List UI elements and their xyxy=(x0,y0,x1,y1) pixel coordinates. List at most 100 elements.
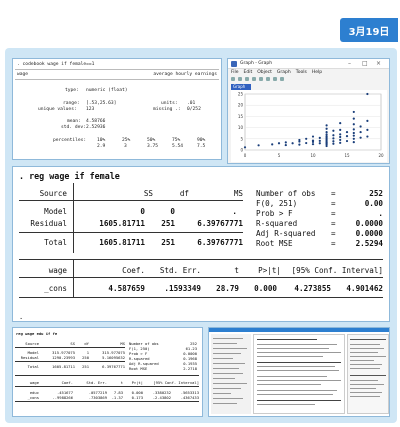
small-anova-ms: 6.39767771 xyxy=(102,364,125,369)
menu-object[interactable]: Object xyxy=(257,70,272,75)
codebook-pct-header: 25% xyxy=(122,138,131,143)
anova-row-df: 251 xyxy=(161,238,175,247)
regression-command: . reg wage if female xyxy=(19,171,120,181)
close-button[interactable]: × xyxy=(376,60,382,67)
small-anova-source: Residual xyxy=(20,355,39,360)
divider xyxy=(15,79,219,80)
y-tick-label: 15 xyxy=(238,114,244,119)
menu-help[interactable]: Help xyxy=(311,70,323,75)
codebook-type-value: numeric (float) xyxy=(86,88,128,93)
stat-eq: = xyxy=(331,219,336,228)
codebook-pct-value: 3.75 xyxy=(147,144,159,149)
anova-row-ss: 1605.81711 xyxy=(99,219,145,228)
stat-label: Number of obs xyxy=(256,189,316,198)
menu-file[interactable]: File xyxy=(231,70,239,75)
coef-row-var: _cons xyxy=(44,284,67,293)
stat-value: 0.0000 xyxy=(355,219,383,228)
codebook-sd-label: std. dev: xyxy=(61,125,86,130)
divider xyxy=(15,375,199,376)
menu-edit[interactable]: Edit xyxy=(243,70,253,75)
codebook-pct-header: 50% xyxy=(147,138,156,143)
small-anova-header: SS xyxy=(70,341,75,346)
divider xyxy=(19,259,383,260)
thumbnail-results-pane xyxy=(253,334,345,414)
y-tick-label: 20 xyxy=(238,103,244,108)
small-coef-t: -1.37 xyxy=(111,395,123,400)
edit-icon[interactable] xyxy=(259,77,263,81)
small-coef-value: .451677 xyxy=(56,390,73,395)
divider xyxy=(15,386,199,387)
divider xyxy=(15,347,125,348)
small-coef-ci-low: -2.43802 xyxy=(152,395,171,400)
stat-eq: = xyxy=(331,239,336,248)
scatter-point xyxy=(352,128,355,131)
coef-row-ci-high: 4.901462 xyxy=(346,284,383,293)
small-anova-source: Model xyxy=(27,350,39,355)
small-anova-header: df xyxy=(84,341,89,346)
codebook-sd-value: 2.52936 xyxy=(86,125,106,130)
scatter-point xyxy=(352,110,355,114)
regression-panel: . reg wage if female Source SS df MS Mod… xyxy=(12,166,390,322)
small-stat-label: F(1, 250) xyxy=(129,346,150,351)
divider xyxy=(19,232,243,233)
small-stat-label: Prob > F xyxy=(129,351,148,356)
small-coef-header: P>|t| xyxy=(131,380,143,385)
anova-row-source: Residual xyxy=(30,219,67,228)
stat-value: . xyxy=(378,209,383,218)
scatter-point xyxy=(366,119,369,122)
stat-eq: = xyxy=(331,209,336,218)
scatter-point xyxy=(332,142,335,145)
zoom-icon[interactable] xyxy=(266,77,270,81)
tab-graph[interactable]: Graph xyxy=(231,84,251,90)
codebook-pct-value: 3 xyxy=(124,144,127,149)
small-coef-header: [95% Conf. Interval] xyxy=(153,380,199,385)
copy-icon[interactable] xyxy=(252,77,256,81)
menu-graph[interactable]: Graph xyxy=(276,70,291,75)
scatter-point xyxy=(359,136,362,139)
small-stat-value: 0.1968 xyxy=(183,356,197,361)
scatter-point xyxy=(243,146,247,149)
scatter-point xyxy=(339,128,342,131)
scatter-point xyxy=(339,141,342,144)
scatter-point xyxy=(325,133,328,136)
scatter-point xyxy=(325,127,328,130)
anova-row-df: 0 xyxy=(170,207,175,216)
stata-app-icon xyxy=(231,61,237,67)
scatter-point xyxy=(305,141,308,145)
settings-icon[interactable] xyxy=(280,77,284,81)
maximize-button[interactable]: □ xyxy=(362,60,368,67)
anova-header-ms: MS xyxy=(233,189,243,198)
scatter-point xyxy=(366,92,369,96)
small-reg-command: reg wage edu if fe xyxy=(16,331,58,336)
stat-eq: = xyxy=(331,189,336,198)
scatter-point xyxy=(311,139,315,142)
stat-value: 2.5294 xyxy=(355,239,383,248)
small-coef-p: 0.173 xyxy=(131,395,143,400)
stat-label: R-squared xyxy=(256,219,298,228)
save-icon[interactable] xyxy=(238,77,242,81)
print-icon[interactable] xyxy=(245,77,249,81)
codebook-pct-value: 5.54 xyxy=(172,144,184,149)
scatter-point xyxy=(284,141,287,144)
y-tick-label: 10 xyxy=(238,125,244,130)
coef-row-t: 28.79 xyxy=(216,284,239,293)
small-stat-value: 61.23 xyxy=(185,346,197,351)
menu-tools[interactable]: Tools xyxy=(295,70,307,75)
divider xyxy=(19,200,243,201)
open-icon[interactable] xyxy=(231,77,235,81)
codebook-pct-header: 10% xyxy=(97,138,106,143)
small-anova-df: 250 xyxy=(82,355,89,360)
rename-icon[interactable] xyxy=(273,77,277,81)
anova-row-ss: 0 xyxy=(140,207,145,216)
minimize-button[interactable]: – xyxy=(348,60,351,67)
codebook-pct-header: 90% xyxy=(197,138,206,143)
divider xyxy=(19,297,383,298)
coef-header-coef: Coef. xyxy=(122,266,145,275)
codebook-unique-label: unique values: xyxy=(38,107,77,112)
x-tick-label: 10 xyxy=(310,153,316,158)
command-prompt[interactable]: . xyxy=(19,313,24,321)
scatter-point xyxy=(332,137,335,140)
date-badge: 3月19日 xyxy=(340,18,398,42)
small-coef-se: .0577219 xyxy=(88,390,107,395)
scatter-point xyxy=(359,130,362,134)
